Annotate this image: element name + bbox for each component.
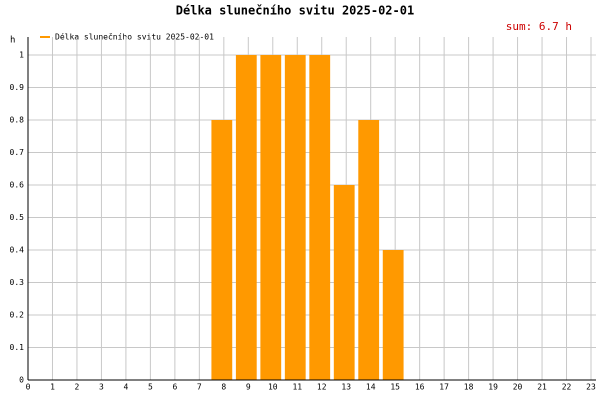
y-tick-label: 0.4 — [10, 246, 25, 255]
x-tick-label: 17 — [439, 383, 449, 392]
x-tick-label: 1 — [50, 383, 55, 392]
legend-label: Délka slunečního svitu 2025-02-01 — [55, 32, 214, 42]
x-tick-label: 13 — [341, 383, 351, 392]
y-tick-label: 0.7 — [10, 148, 25, 157]
x-tick-label: 8 — [221, 383, 226, 392]
bar — [211, 120, 233, 380]
x-tick-label: 22 — [562, 383, 572, 392]
x-tick-label: 20 — [513, 383, 523, 392]
chart-title: Délka slunečního svitu 2025-02-01 — [176, 4, 414, 18]
bar — [309, 55, 331, 380]
bar — [235, 55, 257, 380]
bar — [333, 185, 355, 380]
sum-annotation: sum: 6.7 h — [506, 20, 572, 33]
x-tick-label: 4 — [123, 383, 128, 392]
x-tick-label: 9 — [246, 383, 251, 392]
x-tick-label: 0 — [26, 383, 31, 392]
x-tick-label: 14 — [366, 383, 376, 392]
y-tick-label: 0.9 — [10, 83, 25, 92]
bar — [284, 55, 306, 380]
x-tick-label: 2 — [75, 383, 80, 392]
x-tick-label: 23 — [586, 383, 596, 392]
bar — [382, 250, 404, 380]
y-unit: h — [10, 36, 15, 46]
bar — [358, 120, 380, 380]
y-tick-label: 0.6 — [10, 181, 25, 190]
y-tick-label: 0.3 — [10, 278, 25, 287]
y-tick-label: 0.1 — [10, 343, 25, 352]
x-tick-label: 10 — [268, 383, 278, 392]
x-tick-label: 15 — [390, 383, 400, 392]
bar — [260, 55, 282, 380]
y-tick-label: 0.2 — [10, 311, 25, 320]
x-tick-label: 11 — [292, 383, 302, 392]
x-tick-label: 16 — [415, 383, 425, 392]
y-tick-label: 0.5 — [10, 213, 25, 222]
x-tick-label: 19 — [488, 383, 498, 392]
y-tick-label: 0 — [19, 376, 24, 385]
y-tick-label: 0.8 — [10, 116, 25, 125]
x-tick-label: 6 — [172, 383, 177, 392]
x-tick-label: 12 — [317, 383, 327, 392]
x-tick-label: 3 — [99, 383, 104, 392]
x-tick-label: 7 — [197, 383, 202, 392]
x-tick-label: 21 — [537, 383, 547, 392]
x-tick-label: 5 — [148, 383, 153, 392]
y-tick-label: 1 — [19, 51, 24, 60]
x-tick-label: 18 — [464, 383, 474, 392]
